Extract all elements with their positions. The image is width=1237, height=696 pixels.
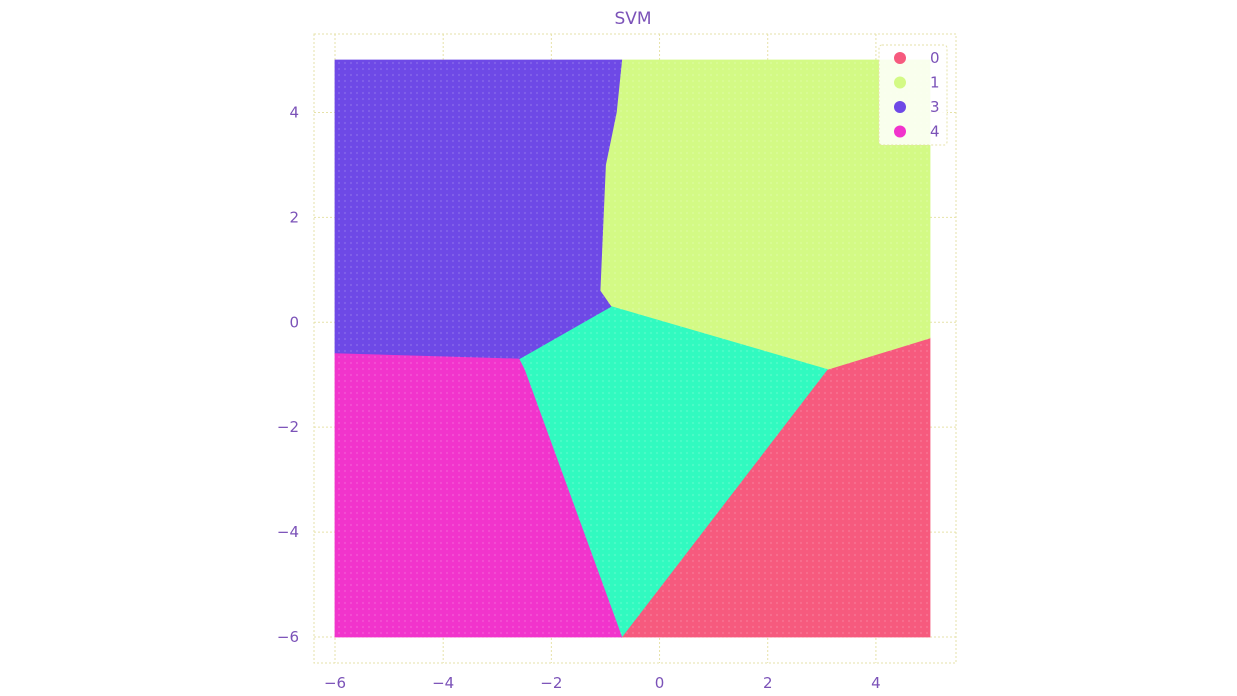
legend-label-3: 3	[930, 98, 940, 116]
x-tick-label: 4	[871, 674, 881, 692]
legend-marker-4	[894, 125, 906, 138]
legend-label-4: 4	[930, 123, 940, 141]
legend-label-1: 1	[930, 74, 940, 92]
x-tick-label: −4	[432, 674, 454, 692]
legend: 0 1 3 4	[878, 44, 948, 146]
y-tick-label: 4	[289, 103, 299, 121]
y-tick-label: 2	[289, 208, 299, 226]
y-tick-label: −2	[277, 418, 299, 436]
legend-marker-0	[894, 52, 906, 64]
axis-ticks: −6 −4 −2 0 2 4 −6 −4 −2 0 2 4	[277, 103, 881, 692]
legend-marker-3	[894, 101, 906, 113]
legend-box	[878, 44, 948, 146]
chart-title: SVM	[614, 9, 651, 29]
y-tick-label: 0	[289, 313, 299, 331]
x-tick-label: 0	[655, 674, 665, 692]
x-tick-label: 2	[763, 674, 773, 692]
x-tick-label: −6	[324, 674, 346, 692]
y-tick-label: −6	[277, 628, 299, 646]
plot-area	[313, 33, 957, 664]
y-tick-label: −4	[277, 523, 299, 541]
legend-marker-1	[894, 76, 906, 89]
sample-grid-overlay	[335, 60, 930, 637]
legend-label-0: 0	[930, 49, 940, 67]
x-tick-label: −2	[540, 674, 562, 692]
